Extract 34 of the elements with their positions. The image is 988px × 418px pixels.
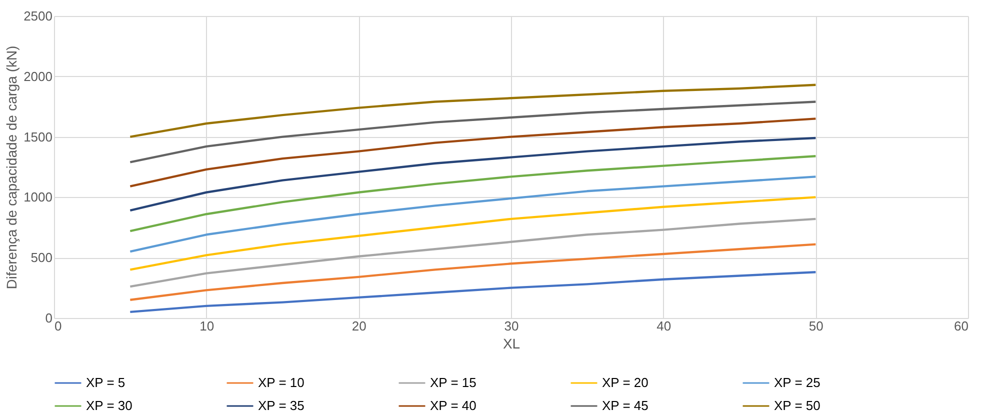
x-tick-label: 10 bbox=[200, 318, 214, 334]
x-tick-label: 30 bbox=[504, 318, 519, 334]
line-series bbox=[129, 155, 817, 232]
legend-label: XP = 30 bbox=[86, 398, 132, 413]
legend-label: XP = 15 bbox=[430, 375, 476, 390]
x-tick-label: 40 bbox=[656, 318, 672, 334]
legend-label: XP = 45 bbox=[602, 398, 648, 413]
y-axis-title: Diferença de capacidade de carga (kN) bbox=[4, 46, 20, 290]
x-tick-label: 0 bbox=[54, 318, 62, 334]
line-series bbox=[129, 176, 817, 253]
line-series bbox=[129, 118, 817, 188]
line-series bbox=[129, 218, 817, 288]
legend-label: XP = 5 bbox=[86, 375, 126, 390]
x-tick-label: 20 bbox=[352, 318, 366, 334]
y-tick-label: 1500 bbox=[24, 129, 52, 144]
line-series bbox=[129, 136, 817, 212]
legend-label: XP = 10 bbox=[258, 375, 304, 390]
x-axis-title: XL bbox=[502, 336, 520, 352]
line-series bbox=[129, 84, 817, 138]
y-tick-label: 2500 bbox=[24, 8, 52, 24]
line-series bbox=[129, 270, 817, 314]
y-tick-label: 1000 bbox=[24, 190, 52, 205]
line-series bbox=[129, 196, 817, 271]
legend-label: XP = 40 bbox=[430, 398, 476, 413]
y-tick-label: 500 bbox=[30, 250, 52, 266]
legend-label: XP = 20 bbox=[602, 375, 648, 390]
y-tick-label: 2000 bbox=[24, 68, 52, 84]
x-tick-label: 60 bbox=[954, 318, 968, 334]
legend-label: XP = 50 bbox=[774, 398, 820, 413]
legend-label: XP = 25 bbox=[774, 375, 820, 390]
line-series bbox=[129, 243, 817, 301]
line-series bbox=[129, 100, 817, 164]
legend-label: XP = 35 bbox=[258, 398, 304, 413]
x-tick-label: 50 bbox=[808, 318, 824, 334]
